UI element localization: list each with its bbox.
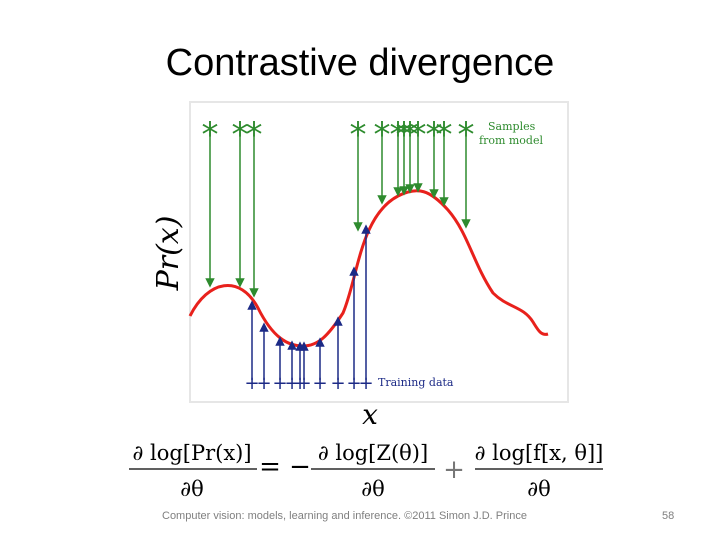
sample-arrowhead xyxy=(405,184,415,194)
sample-asterisk: * xyxy=(202,115,219,155)
term1-numerator: ∂ log[Z(θ)] xyxy=(318,441,428,465)
sample-arrowhead xyxy=(393,187,403,197)
training-arrowhead xyxy=(287,340,297,350)
training-plus: + xyxy=(244,373,259,394)
sample-asterisk: * xyxy=(426,115,443,155)
training-arrowhead xyxy=(259,322,269,332)
sample-asterisk: * xyxy=(350,115,367,155)
sample-arrowhead xyxy=(399,186,409,196)
x-axis-label: x xyxy=(362,398,378,428)
plot-border xyxy=(189,101,569,403)
training-data-markers: + + + + + + + + + + xyxy=(244,373,373,394)
samples-legend-line2: from model xyxy=(479,134,543,147)
training-arrowhead xyxy=(299,341,309,351)
training-plus: + xyxy=(256,373,271,394)
sample-asterisk: * xyxy=(458,115,475,155)
term2-numerator: ∂ log[f[x, θ]] xyxy=(475,441,604,465)
training-arrowhead xyxy=(315,337,325,347)
term2-denominator: ∂θ xyxy=(527,477,551,501)
sample-arrowhead xyxy=(461,219,471,229)
training-arrowhead xyxy=(275,336,285,346)
y-axis-label: Pr(x) xyxy=(151,216,186,292)
training-plus: + xyxy=(296,373,311,394)
sample-asterisk: * xyxy=(390,115,407,155)
training-plus: + xyxy=(346,373,361,394)
sample-asterisk: * xyxy=(374,115,391,155)
sample-arrowhead xyxy=(205,278,215,288)
sample-arrowhead xyxy=(235,278,245,288)
training-plus: + xyxy=(292,373,307,394)
lhs-numerator: ∂ log[Pr(x)] xyxy=(132,441,251,465)
sample-arrowhead xyxy=(429,189,439,199)
sample-arrowhead xyxy=(353,222,363,232)
lhs-denominator: ∂θ xyxy=(180,477,204,501)
sample-asterisk: * xyxy=(232,115,249,155)
sample-asterisk: * xyxy=(436,115,453,155)
training-arrowhead xyxy=(247,300,257,310)
sample-asterisk: * xyxy=(410,115,427,155)
contrastive-divergence-figure: Pr(x) * * * * * * * * xyxy=(151,101,569,428)
model-sample-markers: * * * * * * * * * * * * xyxy=(202,115,475,155)
probability-curve xyxy=(188,189,549,348)
training-legend: Training data xyxy=(378,376,454,389)
training-plus: + xyxy=(330,373,345,394)
term1-denominator: ∂θ xyxy=(361,477,385,501)
samples-legend-line1: Samples xyxy=(488,120,536,133)
training-arrowhead xyxy=(349,266,359,276)
sample-arrowhead xyxy=(413,183,423,193)
training-data-arrows xyxy=(247,224,371,380)
slide-footer: Computer vision: models, learning and in… xyxy=(162,510,527,522)
sample-asterisk: * xyxy=(396,115,413,155)
sample-asterisk: * xyxy=(402,115,419,155)
sample-arrowhead xyxy=(377,195,387,205)
training-plus: + xyxy=(272,373,287,394)
training-arrowhead xyxy=(361,224,371,234)
sample-arrowhead xyxy=(249,288,259,298)
gradient-equation: ∂ log[Pr(x)] ∂θ = − ∂ log[Z(θ)] ∂θ + ∂ l… xyxy=(129,441,604,501)
training-arrowhead xyxy=(333,316,343,326)
sample-arrowhead xyxy=(439,197,449,207)
training-plus: + xyxy=(284,373,299,394)
plus-sign: + xyxy=(443,455,465,485)
page-number: 58 xyxy=(662,510,675,522)
equals-minus: = − xyxy=(259,452,311,482)
training-plus: + xyxy=(312,373,327,394)
sample-asterisk: * xyxy=(246,115,263,155)
training-plus: + xyxy=(358,373,373,394)
model-sample-arrows xyxy=(205,136,471,298)
slide-title: Contrastive divergence xyxy=(165,42,555,84)
